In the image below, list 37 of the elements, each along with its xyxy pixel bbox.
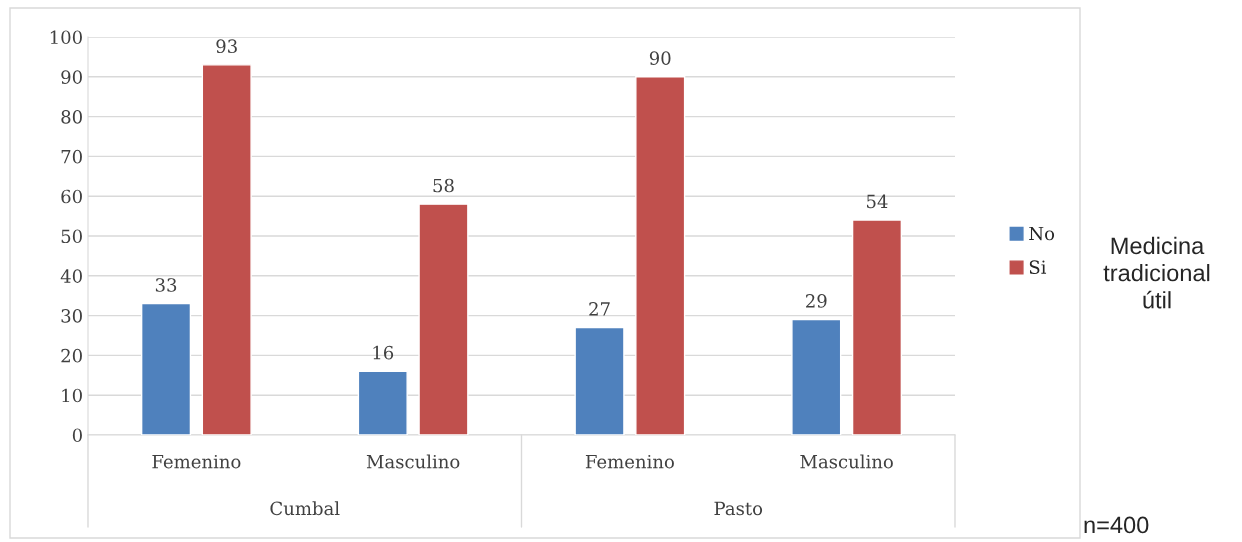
data-label: 27	[589, 302, 610, 316]
y-tick-label: 50	[61, 229, 82, 244]
data-label: 54	[867, 194, 888, 209]
x-tick-label: Femenino	[585, 454, 674, 469]
data-label: 93	[216, 39, 237, 54]
text: n=400	[1084, 516, 1149, 534]
data-label: 90	[649, 51, 671, 65]
y-tick-label: 30	[61, 309, 82, 323]
y-tick-label: 10	[62, 388, 82, 403]
x-tick-label: Femenino	[152, 454, 241, 469]
y-tick-label: 0	[72, 428, 82, 443]
bar	[201, 64, 252, 435]
y-tick-label: 100	[50, 30, 82, 45]
y-tick-label: 90	[61, 70, 82, 84]
bar	[635, 76, 686, 435]
text: Medicina tradicional útil	[1103, 236, 1210, 309]
x-tick-label: Masculino	[366, 454, 460, 469]
data-label: 29	[806, 294, 827, 308]
data-label: 16	[373, 345, 394, 360]
text: Cumbal	[270, 501, 340, 516]
y-tick-label: 60	[61, 189, 82, 204]
bar	[418, 203, 469, 435]
y-tick-label: 20	[61, 348, 82, 363]
y-tick-label: 70	[61, 149, 82, 164]
y-tick-label: 40	[60, 269, 82, 283]
bar	[574, 326, 625, 435]
y-tick-label: 80	[61, 110, 82, 124]
data-label: 33	[155, 278, 177, 292]
bar	[851, 219, 903, 435]
text: Pasto	[714, 501, 763, 516]
data-label: 58	[433, 178, 454, 193]
bar	[791, 318, 842, 435]
bar	[357, 370, 408, 435]
x-tick-label: Masculino	[800, 454, 893, 469]
bar	[140, 302, 192, 435]
legend-label: Si	[1029, 260, 1047, 275]
legend-label: No	[1029, 226, 1055, 241]
